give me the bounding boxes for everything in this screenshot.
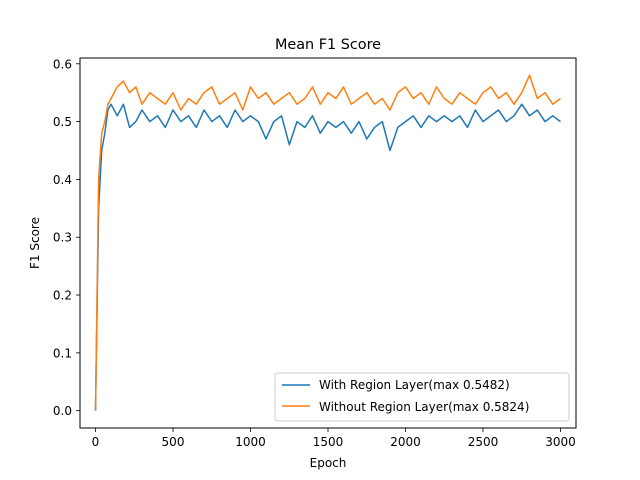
y-tick-label: 0.3: [53, 231, 72, 245]
series-layer: [94, 74, 561, 411]
x-tick-label: 1500: [313, 435, 344, 449]
chart-title: Mean F1 Score: [275, 37, 381, 53]
y-tick-label: 0.1: [53, 346, 72, 360]
y-tick-label: 0.5: [53, 115, 72, 129]
y-tick-label: 0.2: [53, 289, 72, 303]
x-tick-label: 1000: [235, 435, 266, 449]
series-line-without-region: [94, 74, 561, 411]
x-tick-label: 2500: [468, 435, 499, 449]
legend-frame: [274, 372, 570, 422]
x-axis-label: Epoch: [310, 456, 347, 470]
y-tick-label: 0.4: [53, 173, 72, 187]
series-line-with-region: [94, 103, 561, 411]
y-tick-label: 0.0: [53, 404, 72, 418]
x-tick-label: 3000: [545, 435, 576, 449]
y-axis-label: F1 Score: [28, 217, 42, 269]
y-tick-label: 0.6: [53, 57, 72, 71]
x-axis: 0 500 1000 1500 2000 2500 3000: [92, 428, 576, 449]
x-tick-label: 0: [92, 435, 100, 449]
y-axis: 0.0 0.1 0.2 0.3 0.4 0.5 0.6: [53, 57, 80, 418]
x-tick-label: 500: [162, 435, 185, 449]
legend-label-without-region: Without Region Layer(max 0.5824): [319, 400, 529, 414]
x-tick-label: 2000: [390, 435, 421, 449]
legend: With Region Layer(max 0.5482) Without Re…: [274, 372, 570, 422]
legend-label-with-region: With Region Layer(max 0.5482): [319, 378, 510, 392]
